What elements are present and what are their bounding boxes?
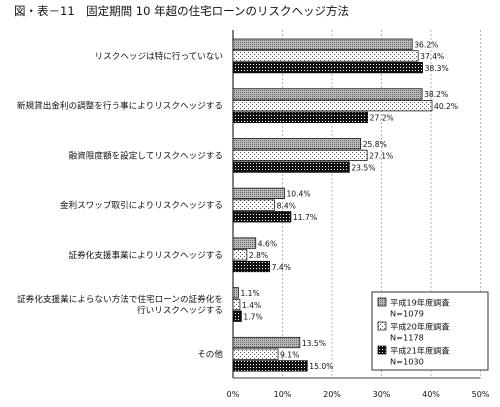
category-label: その他 [197,348,223,360]
category-label: 金利スワップ取引によりリスクヘッジする [60,199,223,211]
bar [232,138,362,150]
x-tick-label: 20% [323,390,341,399]
bar [232,100,433,112]
legend-series-name: 平成19年度調査 [390,298,450,308]
bar [232,260,270,273]
bar [232,237,257,249]
bar [232,348,279,360]
value-label: 4.6% [258,239,277,248]
legend-series-name: 平成21年度調査 [390,346,450,356]
value-label: 1.4% [242,301,261,310]
bar [232,310,242,322]
bars-group [232,38,433,372]
chart-title: 図・表－11 固定期間 10 年超の住宅ローンのリスクヘッジ方法 [14,4,349,18]
value-label: 25.8% [363,140,387,149]
x-tick-label: 40% [422,390,440,399]
legend-sample-size: N=1178 [390,333,424,343]
legend-series-name: 平成20年度調査 [390,322,450,332]
category-label: 証券化支援事業によりリスクヘッジする [68,249,223,261]
bar [232,211,292,223]
x-tick-label: 10% [274,390,292,399]
value-label: 9.1% [280,350,299,359]
category-label: 証券化支援業によらない方法で住宅ローンの証券化を [17,293,223,305]
value-labels: 36.2% 37.4% 38.3% 38.2% 40.2% 27.2% 25.8% 27.1%… [240,41,458,372]
value-label: 27.1% [369,152,393,161]
bar [232,287,239,299]
value-label: 2.8% [249,251,268,260]
bar [232,298,241,311]
bar [232,88,423,100]
value-label: 8.4% [277,201,296,210]
value-label: 15.0% [309,362,333,371]
bar [232,249,248,261]
bar [232,187,285,199]
value-label: 36.2% [414,41,438,50]
value-label: 23.5% [351,163,375,172]
category-label: リスクヘッジは特に行っていない [95,50,223,62]
value-label: 40.2% [434,102,458,111]
legend-sample-size: N=1030 [390,357,424,367]
x-axis-ticks: 0% 10% 20% 30% 40% 50% [227,390,490,399]
x-tick-label: 0% [227,390,240,399]
value-label: 11.7% [293,213,317,222]
value-label: 27.2% [370,114,394,123]
bar [232,38,413,50]
value-label: 13.5% [302,339,326,348]
category-label: 行いリスクヘッジする [137,304,223,316]
bar [232,62,423,74]
legend-swatch [377,297,387,307]
value-label: 38.3% [425,64,449,73]
legend-sample-size: N=1079 [390,309,424,319]
bar [232,111,368,123]
x-tick-label: 50% [472,390,490,399]
value-label: 7.4% [272,263,291,272]
category-label: 融資限度額を設定してリスクヘッジする [69,149,223,161]
legend-swatch [377,321,387,331]
category-label: 新規貸出金利の調整を行う事によりリスクヘッジする [17,100,223,112]
bar [232,161,350,173]
value-label: 1.1% [240,289,259,298]
x-tick-label: 30% [373,390,391,399]
value-label: 1.7% [243,312,262,321]
bar [232,199,275,211]
legend-box [371,291,489,371]
bar [232,336,301,349]
bar [232,360,308,372]
bar [232,50,419,62]
value-label: 10.4% [286,190,310,199]
bar [232,149,368,161]
value-label: 38.2% [424,90,448,99]
value-label: 37.4% [420,52,444,61]
legend-swatch [377,345,387,355]
category-labels: リスクヘッジは特に行っていない新規貸出金利の調整を行う事によりリスクヘッジする融… [17,50,223,360]
